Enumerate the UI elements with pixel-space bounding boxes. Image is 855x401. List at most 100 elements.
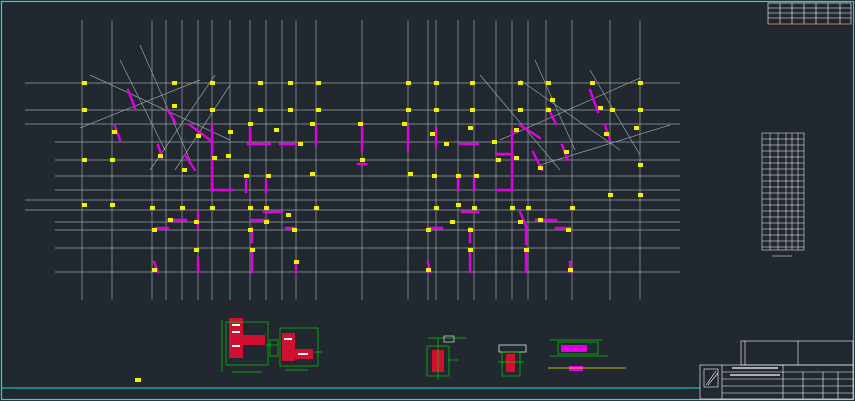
column-marker <box>518 81 523 85</box>
column-marker <box>634 126 639 130</box>
column-marker <box>314 206 319 210</box>
section-detail-icon <box>135 318 626 382</box>
detail-wall-column <box>426 335 466 380</box>
column-marker <box>456 174 461 178</box>
column-marker <box>358 122 363 126</box>
column-marker <box>194 220 199 224</box>
column-marker <box>468 228 473 232</box>
column-marker <box>456 203 461 207</box>
column-marker <box>608 193 613 197</box>
grid-line-diagonal <box>539 124 671 166</box>
column-marker <box>590 81 595 85</box>
column-marker <box>168 218 173 222</box>
structural-plan-icon <box>25 20 680 300</box>
column-marker <box>434 206 439 210</box>
wall-segment <box>588 88 600 114</box>
wall-segment <box>113 124 122 142</box>
detail-l-wall-2 <box>279 327 322 371</box>
detail-wall-splice <box>548 339 626 371</box>
column-marker <box>210 81 215 85</box>
column-marker <box>248 206 253 210</box>
column-marker <box>546 108 551 112</box>
scale-marker <box>135 378 141 382</box>
column-marker <box>638 81 643 85</box>
detail-l-wall-1 <box>221 318 279 373</box>
column-marker <box>598 106 603 110</box>
column-marker <box>248 122 253 126</box>
grid-line-diagonal <box>519 79 621 151</box>
column-marker <box>474 174 479 178</box>
revision-table <box>767 2 852 25</box>
column-marker <box>286 213 291 217</box>
column-marker <box>408 172 413 176</box>
column-marker <box>172 104 177 108</box>
column-marker <box>426 268 431 272</box>
column-marker <box>434 108 439 112</box>
grid-line-diagonal <box>89 74 231 141</box>
column-marker <box>518 108 523 112</box>
column-marker <box>434 81 439 85</box>
column-marker <box>274 128 279 132</box>
plan-walls <box>113 88 612 274</box>
column-marker <box>180 206 185 210</box>
column-marker <box>110 158 115 162</box>
column-marker <box>288 108 293 112</box>
column-marker <box>492 140 497 144</box>
column-marker <box>248 228 253 232</box>
column-marker <box>546 81 551 85</box>
column-marker <box>258 81 263 85</box>
column-marker <box>524 248 529 252</box>
column-marker <box>402 122 407 126</box>
grid-line-diagonal <box>589 69 641 156</box>
column-marker <box>250 248 255 252</box>
grid-line-diagonal <box>479 74 561 171</box>
column-marker <box>244 174 249 178</box>
column-marker <box>426 228 431 232</box>
column-marker <box>158 154 163 158</box>
column-marker <box>538 166 543 170</box>
column-marker <box>638 193 643 197</box>
column-marker <box>496 158 501 162</box>
wall-segment <box>518 123 542 140</box>
grid-line-diagonal <box>79 79 201 129</box>
column-marker <box>298 142 303 146</box>
column-marker <box>430 132 435 136</box>
column-marker <box>638 163 643 167</box>
plan-grid <box>25 20 680 300</box>
grid-line-diagonal <box>174 84 231 171</box>
column-marker <box>226 154 231 158</box>
column-marker <box>82 203 87 207</box>
column-marker <box>82 108 87 112</box>
column-marker <box>570 206 575 210</box>
column-marker <box>550 98 555 102</box>
column-marker <box>82 158 87 162</box>
plan-diagonal-grid <box>79 44 671 171</box>
column-marker <box>538 218 543 222</box>
column-marker <box>292 228 297 232</box>
column-marker <box>564 150 569 154</box>
column-marker <box>470 108 475 112</box>
column-marker <box>568 268 573 272</box>
column-marker <box>210 206 215 210</box>
column-marker <box>406 108 411 112</box>
title-block-icon <box>699 340 854 400</box>
column-marker <box>264 220 269 224</box>
column-marker <box>228 130 233 134</box>
column-marker <box>212 156 217 160</box>
wall-segment <box>152 260 160 274</box>
grid-line-diagonal <box>139 44 191 161</box>
column-marker <box>406 81 411 85</box>
column-marker <box>172 81 177 85</box>
column-marker <box>112 130 117 134</box>
column-marker <box>194 248 199 252</box>
column-marker <box>610 108 615 112</box>
column-marker <box>470 81 475 85</box>
plan-column-markers <box>82 81 643 272</box>
column-marker <box>518 220 523 224</box>
column-marker <box>150 206 155 210</box>
wall-segment <box>166 108 177 124</box>
column-marker <box>638 108 643 112</box>
column-marker <box>82 81 87 85</box>
